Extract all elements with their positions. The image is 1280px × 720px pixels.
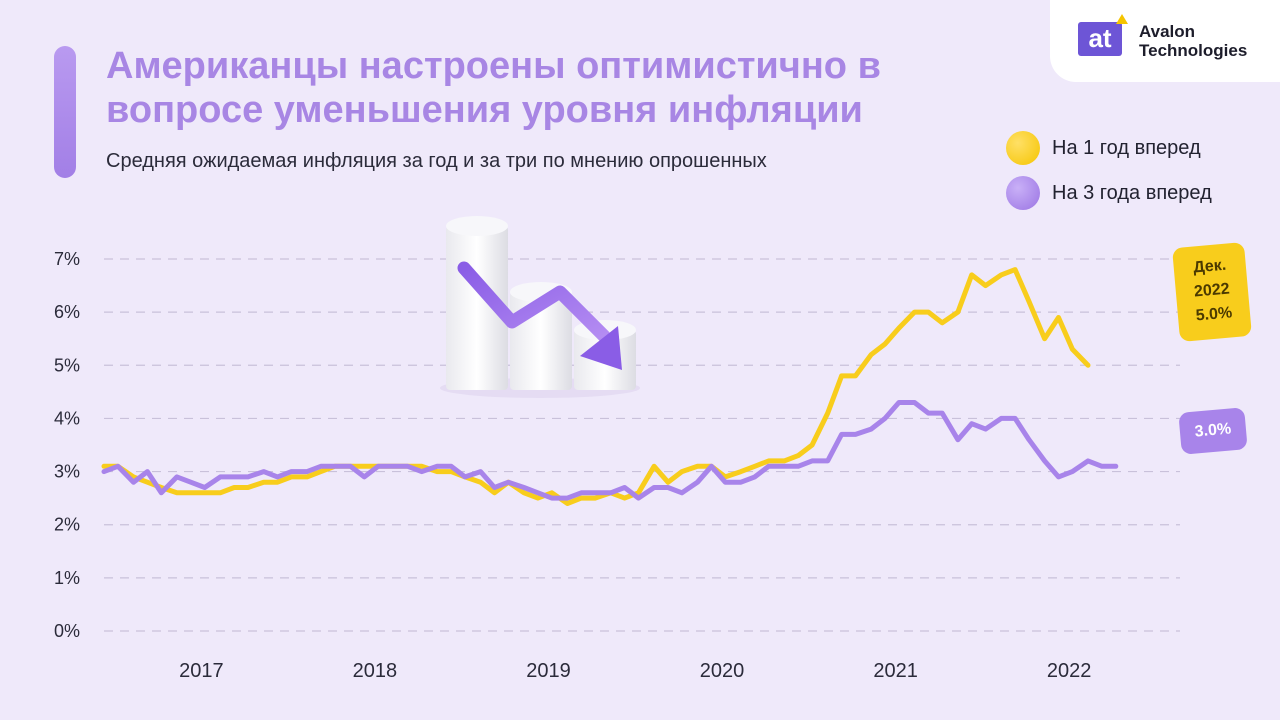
y-tick-label: 0% <box>54 621 80 641</box>
legend-item-one-year: На 1 год вперед <box>1006 130 1212 166</box>
series-line-one-year <box>101 267 1091 506</box>
x-tick-label: 2020 <box>700 660 745 682</box>
y-tick-label: 6% <box>54 302 80 322</box>
y-tick-label: 7% <box>54 249 80 269</box>
y-tick-label: 5% <box>54 355 80 375</box>
y-axis-ticks: 0% 1% 2% 3% 4% 5% 6% 7% <box>54 249 80 641</box>
legend-swatch-one-year <box>1006 131 1040 165</box>
logo-mark-icon: at <box>1078 22 1122 56</box>
legend-swatch-three-year <box>1006 176 1040 210</box>
x-tick-label: 2018 <box>353 660 398 682</box>
logo-text: Avalon Technologies <box>1139 22 1247 60</box>
callout-one-year: Дек. 2022 5.0% <box>1172 242 1252 342</box>
bar-chart-down-arrow-icon <box>440 216 640 398</box>
x-tick-label: 2017 <box>179 660 224 682</box>
chart-title-line-2: вопросе уменьшения уровня инфляции <box>106 89 863 131</box>
chart-series <box>101 267 1119 506</box>
logo-line-2: Technologies <box>1139 41 1248 60</box>
legend-label-three-year: На 3 года вперед <box>1052 181 1212 204</box>
y-tick-label: 3% <box>54 462 80 482</box>
x-tick-label: 2021 <box>873 660 918 682</box>
chart-title: Американцы настроены оптимистично в вопр… <box>106 44 986 132</box>
series-line-three-year <box>101 400 1119 501</box>
chart-gridlines <box>104 258 1180 632</box>
logo-line-1: Avalon <box>1139 22 1196 41</box>
chart-subtitle: Средняя ожидаемая инфляция за год и за т… <box>106 150 767 172</box>
callout-one-year-line-3: 5.0% <box>1195 304 1233 325</box>
y-tick-label: 1% <box>54 568 80 588</box>
y-tick-label: 2% <box>54 515 80 535</box>
callout-three-year: 3.0% <box>1178 407 1248 455</box>
chart-legend: На 1 год вперед На 3 года вперед <box>1006 130 1212 220</box>
legend-label-one-year: На 1 год вперед <box>1052 136 1201 159</box>
x-tick-label: 2022 <box>1047 660 1092 682</box>
title-accent-bar <box>54 46 76 178</box>
x-tick-label: 2019 <box>526 660 571 682</box>
x-axis-ticks: 2017 2018 2019 2020 2021 2022 <box>179 660 1091 682</box>
y-tick-label: 4% <box>54 408 80 428</box>
legend-item-three-year: На 3 года вперед <box>1006 175 1212 211</box>
chart-title-line-1: Американцы настроены оптимистично в <box>106 45 881 87</box>
company-logo: at Avalon Technologies <box>1050 0 1280 82</box>
logo-triangle-icon <box>1116 14 1128 24</box>
